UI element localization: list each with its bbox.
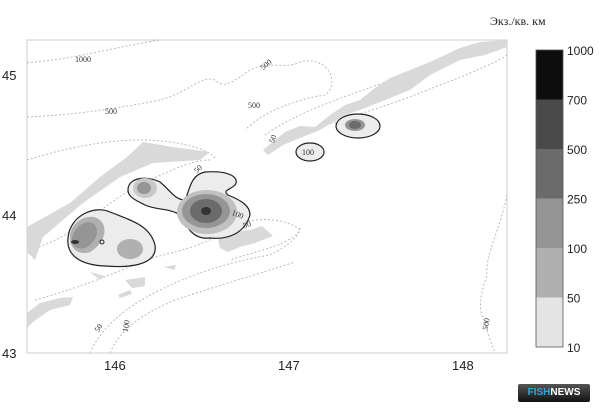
x-axis: 146 147 148 xyxy=(104,358,474,373)
colorbar-label: 100 xyxy=(567,242,587,256)
density-contours xyxy=(67,113,381,268)
svg-text:148: 148 xyxy=(452,358,474,373)
svg-text:45: 45 xyxy=(2,68,16,83)
colorbar-swatch xyxy=(536,99,563,149)
colorbar-swatch xyxy=(536,248,563,298)
colorbar: Экз./кв. км 1000 700 500 250 100 50 10 xyxy=(490,14,594,355)
colorbar-label: 1000 xyxy=(567,44,594,58)
colorbar-label: 10 xyxy=(567,341,581,355)
svg-text:50: 50 xyxy=(242,219,253,230)
svg-text:50: 50 xyxy=(93,322,105,333)
fishnews-logo: FISHNEWS xyxy=(518,384,590,402)
svg-text:44: 44 xyxy=(2,208,16,223)
svg-text:1000: 1000 xyxy=(75,55,91,64)
colorbar-label: 50 xyxy=(567,292,581,306)
svg-text:500: 500 xyxy=(248,101,260,110)
svg-text:147: 147 xyxy=(278,358,300,373)
colorbar-swatch xyxy=(536,149,563,199)
island-large xyxy=(27,142,210,260)
svg-text:100: 100 xyxy=(302,148,314,157)
colorbar-swatch xyxy=(536,198,563,248)
svg-text:43: 43 xyxy=(2,346,16,361)
isobath-labels: 1000 500 500 500 50 50 100 50 500 xyxy=(75,55,492,334)
svg-text:146: 146 xyxy=(104,358,126,373)
island-chain xyxy=(263,40,507,155)
svg-text:500: 500 xyxy=(481,317,492,330)
colorbar-title: Экз./кв. км xyxy=(490,14,546,28)
colorbar-label: 700 xyxy=(567,94,587,108)
plot-frame xyxy=(26,39,508,354)
y-axis: 45 44 43 xyxy=(2,68,16,361)
svg-text:500: 500 xyxy=(105,107,117,116)
svg-text:100: 100 xyxy=(230,208,244,221)
svg-text:100: 100 xyxy=(121,319,132,332)
island-southwest xyxy=(27,297,73,328)
colorbar-label: 250 xyxy=(567,193,587,207)
colorbar-swatch xyxy=(536,297,563,347)
contour-labels: 100 50 100 xyxy=(230,148,314,230)
colorbar-label: 500 xyxy=(567,143,587,157)
colorbar-swatch xyxy=(536,50,563,100)
svg-text:50: 50 xyxy=(267,134,278,145)
